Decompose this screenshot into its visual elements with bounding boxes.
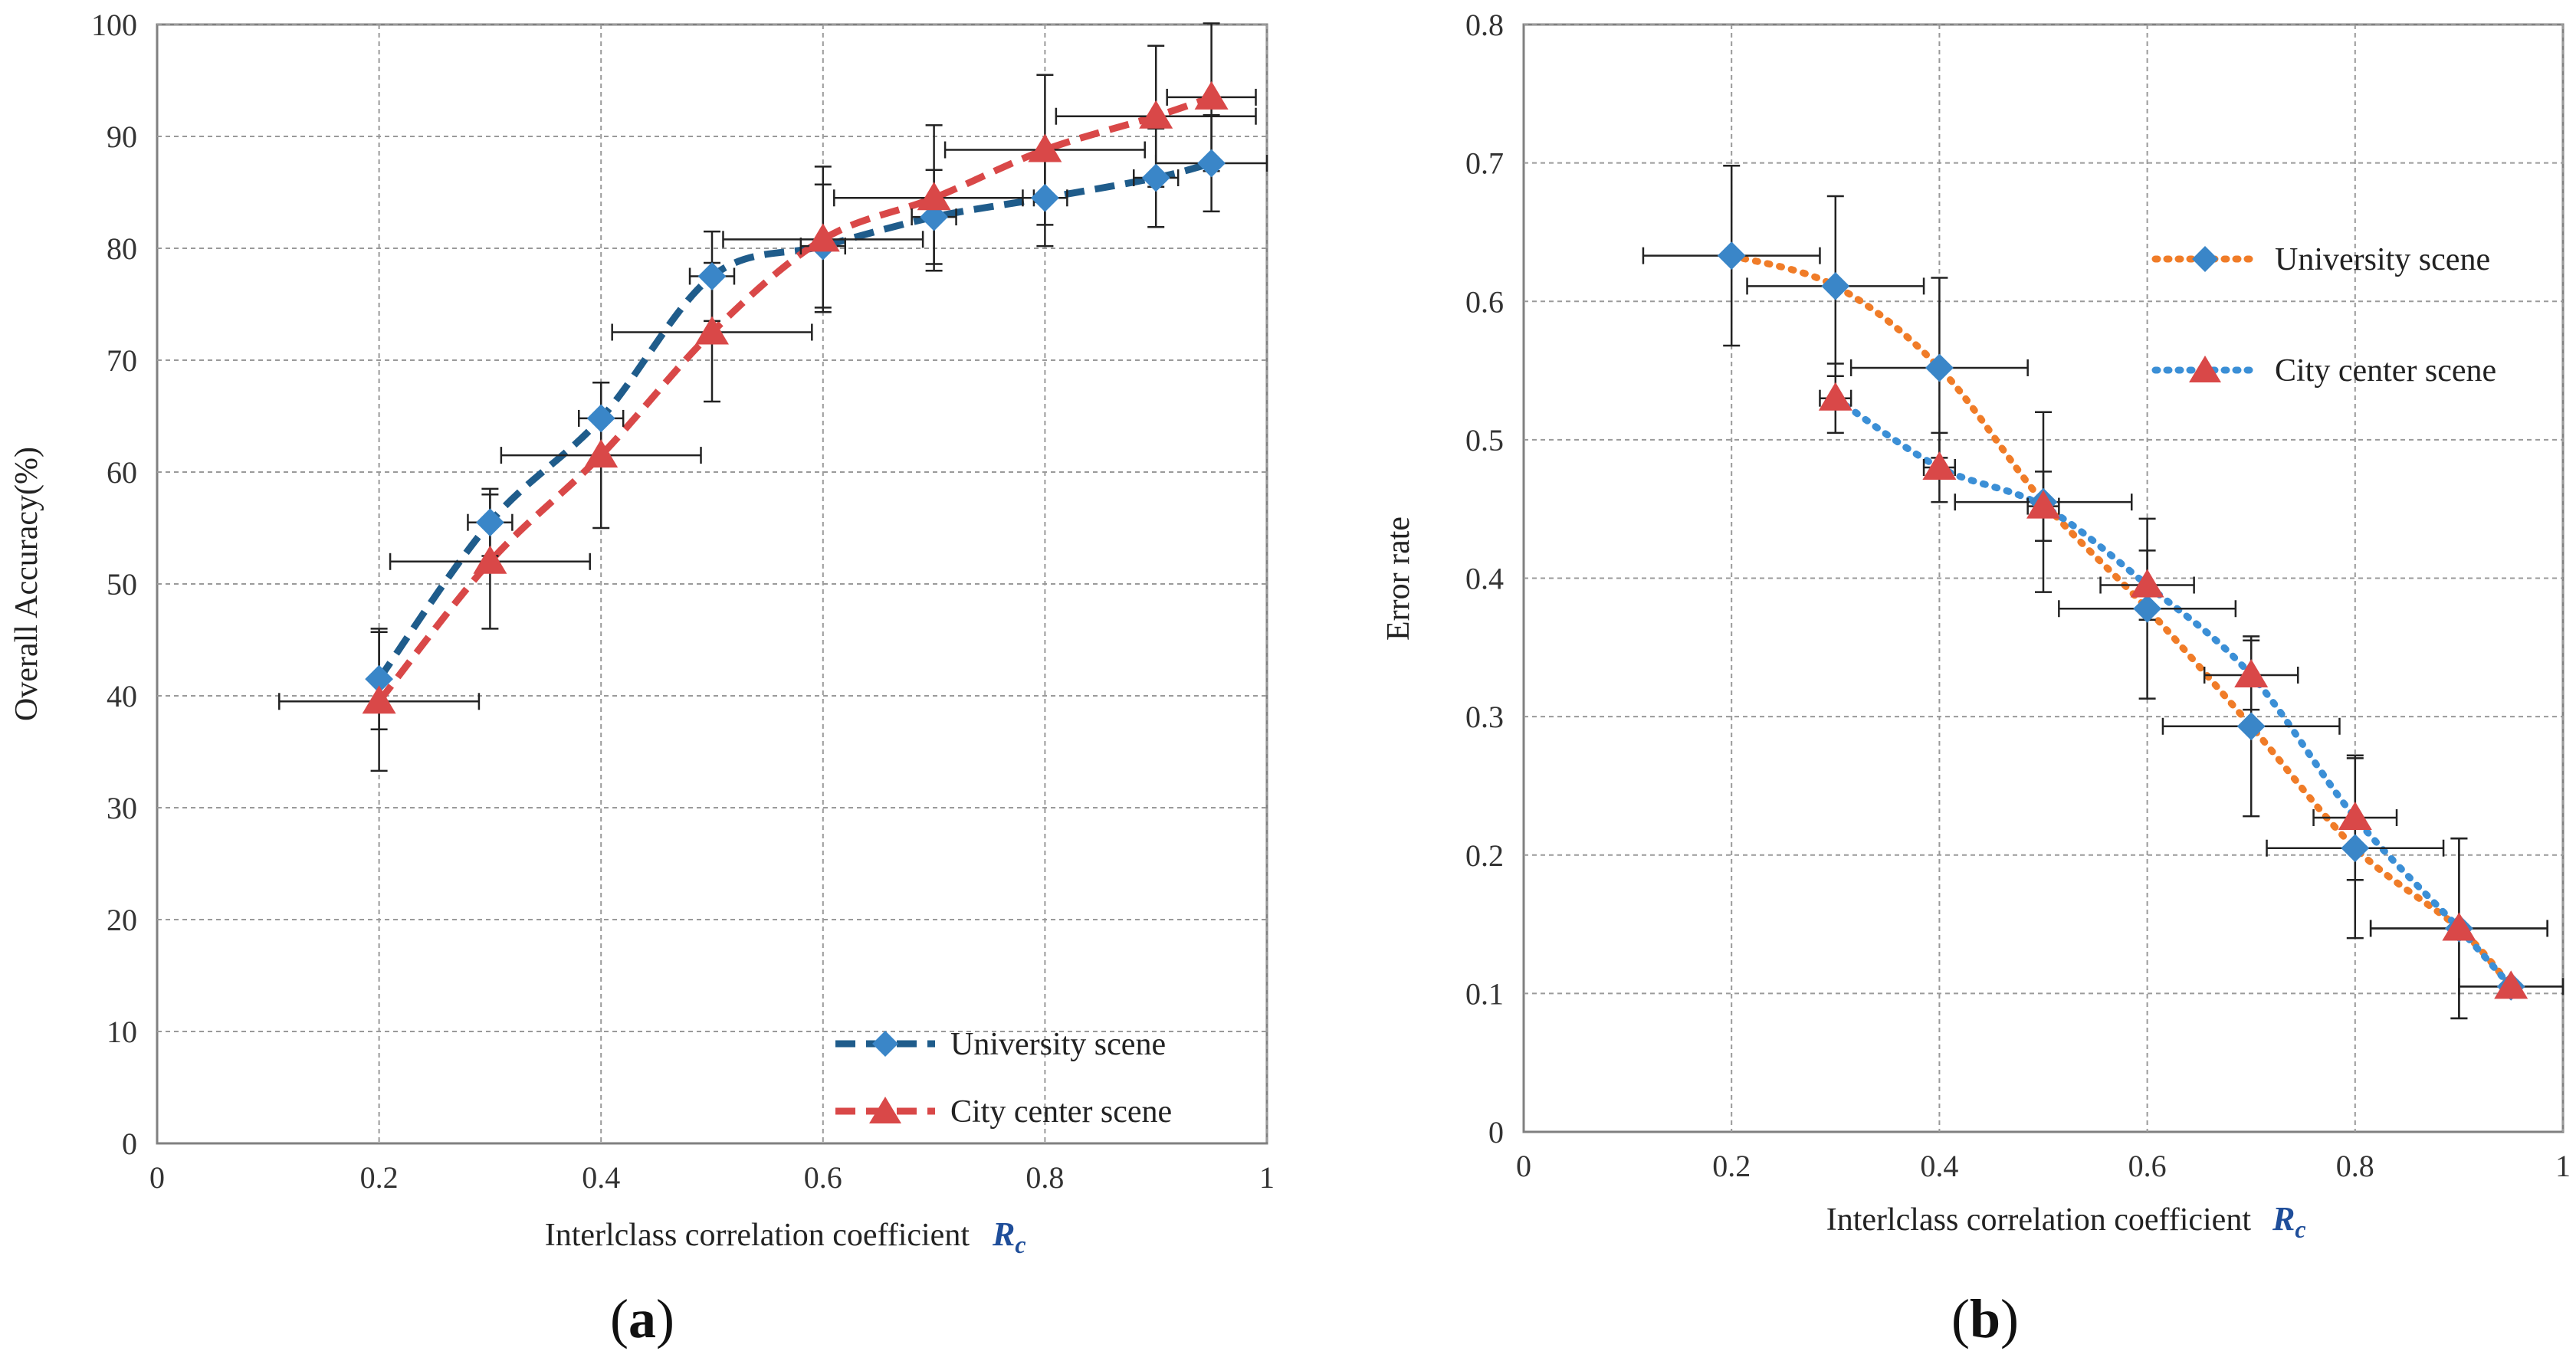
panel-a: 0 10 20 30 40 50 60 70 80 90 100 0 0.2 0.4 0.6 0.8 1 Ov…: [9, 8, 1275, 1350]
panel-b-series: [1642, 164, 2565, 1020]
panel-a-y-tick-label: 80: [107, 231, 137, 266]
panel-a-series-0-point: [365, 664, 393, 694]
panel-a-series-0-point: [1197, 149, 1226, 178]
panel-a-x-tick-label: 1: [1259, 1160, 1275, 1195]
panel-b-y-tick-label: 0.4: [1465, 562, 1504, 596]
panel-b-y-tick-label: 0.3: [1465, 700, 1504, 734]
panel-b-x-tick-label: 0.4: [1920, 1149, 1958, 1183]
panel-a-series-1-point: [1139, 100, 1173, 129]
panel-a-series-1-point: [584, 439, 619, 468]
panel-a-y-tick-label: 60: [107, 455, 137, 490]
panel-b-series-1-point: [2234, 658, 2269, 687]
panel-b-series-1-point: [2338, 801, 2372, 830]
panel-b-series-0-point: [1925, 353, 1954, 382]
panel-a-y-axis-label: Overall Accuracy(%): [9, 447, 44, 721]
panel-b-x-axis-label: Interlclass correlation coefficient: [1826, 1202, 2252, 1238]
panel-b-series-0-point: [2236, 712, 2266, 741]
panel-a-x-tick-label: 0.6: [804, 1160, 842, 1195]
panel-a-y-tick-labels: 0 10 20 30 40 50 60 70 80 90 100: [91, 8, 137, 1161]
panel-b-series-1-point: [2494, 970, 2528, 999]
panel-b-x-axis-symbol: Rc: [2272, 1200, 2306, 1243]
panel-a-x-tick-label: 0.8: [1025, 1160, 1064, 1195]
panel-a-x-tick-label: 0.2: [360, 1160, 399, 1195]
panel-b-x-tick-label: 1: [2555, 1149, 2571, 1183]
panel-b-x-tick-label: 0.2: [1712, 1149, 1751, 1183]
panel-b-x-tick-label: 0.6: [2128, 1149, 2167, 1183]
panel-a-series-1-point: [1028, 133, 1062, 162]
panel-a-series-1-point: [473, 545, 507, 574]
panel-b-caption: (b): [1951, 1288, 2019, 1350]
panel-a-legend-city-marker: [869, 1097, 901, 1123]
panel-b-series-1-point: [1922, 451, 1957, 480]
panel-b-series-0-line: [1728, 252, 2515, 990]
panel-a-y-tick-label: 30: [107, 791, 137, 825]
panel-a-legend-city: City center scene: [835, 1094, 1172, 1130]
panel-a-series-0-point: [697, 262, 727, 290]
panel-b-series-1-point: [2130, 569, 2164, 598]
panel-a-series-1-point: [695, 316, 729, 345]
panel-a-series-0-point: [1141, 163, 1170, 192]
panel-a-legend-university-marker: [872, 1031, 898, 1057]
panel-b-x-tick-label: 0.8: [2336, 1149, 2374, 1183]
panel-a-legend-city-label: City center scene: [950, 1094, 1172, 1130]
panel-b-series-0-point: [1821, 271, 1850, 300]
panel-b-legend-university-label: University scene: [2275, 242, 2490, 277]
panel-b-y-tick-label: 0: [1488, 1115, 1504, 1149]
panel-b-series-0-point: [1717, 241, 1746, 271]
panel-a-legend-university-label: University scene: [950, 1027, 1166, 1062]
panel-a-caption: (a): [610, 1288, 674, 1350]
panel-b-y-tick-label: 0.7: [1465, 146, 1504, 181]
panel-b-y-tick-label: 0.1: [1465, 976, 1504, 1011]
panel-a-y-tick-label: 100: [91, 8, 137, 42]
panel-b: 0 0.1 0.2 0.3 0.4 0.5 0.6 0.7 0.8 0 0.2 0.4 0.6 0.8 1…: [1381, 8, 2571, 1350]
panel-b-series-1-point: [1818, 382, 1852, 411]
panel-b-y-tick-label: 0.6: [1465, 284, 1504, 319]
panel-a-y-tick-label: 50: [107, 567, 137, 602]
panel-a-y-tick-label: 10: [107, 1015, 137, 1049]
panel-a-plot-frame: [156, 23, 1268, 1145]
panel-a-y-tick-label: 70: [107, 343, 137, 378]
panel-a-legend-university: University scene: [835, 1027, 1166, 1062]
panel-b-series-1-line: [1832, 395, 2515, 990]
panel-a-y-tick-label: 40: [107, 679, 137, 713]
panel-b-x-tick-label: 0: [1516, 1149, 1531, 1183]
panel-a-series: [278, 22, 1268, 772]
panel-a-y-tick-label: 20: [107, 903, 137, 937]
panel-b-legend-city: City center scene: [2151, 353, 2496, 389]
panel-a-series-1-point: [362, 685, 396, 714]
panel-b-y-tick-labels: 0 0.1 0.2 0.3 0.4 0.5 0.6 0.7 0.8: [1465, 8, 1504, 1149]
panel-a-x-tick-labels: 0 0.2 0.4 0.6 0.8 1: [149, 1160, 1275, 1195]
panel-a-x-tick-label: 0.4: [582, 1160, 620, 1195]
panel-b-y-tick-label: 0.8: [1465, 8, 1504, 42]
panel-b-legend-city-marker: [2189, 356, 2221, 382]
panel-b-y-tick-label: 0.5: [1465, 423, 1504, 457]
panel-a-series-0-point: [476, 508, 504, 537]
panel-b-legend-city-label: City center scene: [2275, 353, 2496, 389]
panel-a-x-tick-label: 0: [149, 1160, 165, 1195]
panel-b-legend-university: University scene: [2151, 242, 2490, 277]
panel-a-x-axis-symbol: Rc: [992, 1215, 1026, 1258]
panel-a-series-1-point: [1194, 80, 1229, 110]
panel-a-series-1-point: [917, 182, 951, 211]
panel-a-y-tick-label: 0: [122, 1127, 137, 1161]
panel-b-series-1-point: [2442, 912, 2476, 941]
panel-b-series-0-point: [2133, 594, 2161, 623]
panel-a-y-tick-label: 90: [107, 120, 137, 154]
panel-a-series-1-line: [376, 93, 1213, 704]
panel-b-legend: University scene City center scene: [2151, 242, 2496, 389]
panel-b-y-axis-label: Error rate: [1381, 517, 1416, 641]
panel-b-series-0-point: [2341, 834, 2370, 863]
panel-b-x-tick-labels: 0 0.2 0.4 0.6 0.8 1: [1516, 1149, 2571, 1183]
panel-a-x-axis-label: Interlclass correlation coefficient: [545, 1218, 970, 1253]
panel-a-series-0-line: [376, 159, 1213, 681]
panel-a-series-1-point: [806, 223, 840, 252]
panel-b-series-1-point: [2026, 490, 2060, 519]
panel-b-y-tick-label: 0.2: [1465, 838, 1504, 873]
panel-b-gridlines: [1524, 24, 2564, 1132]
panel-a-legend: University scene City center scene: [835, 1027, 1172, 1130]
panel-a-series-0-point: [586, 404, 615, 433]
